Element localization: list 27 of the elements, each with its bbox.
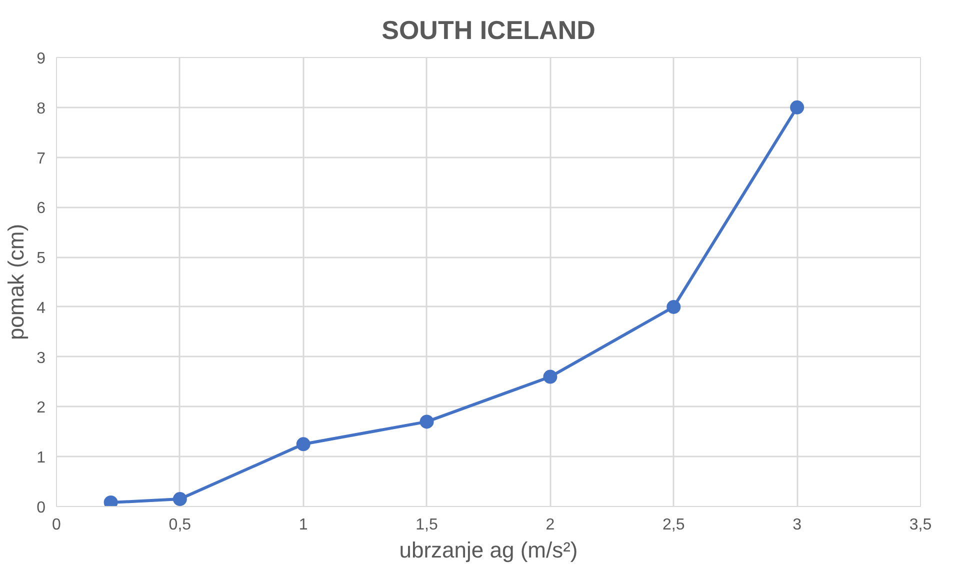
point xyxy=(790,100,804,114)
y-tick-label: 8 xyxy=(36,100,46,118)
y-tick-label: 6 xyxy=(36,200,46,218)
y-tick-label: 9 xyxy=(36,50,46,68)
y-tick-label: 1 xyxy=(36,450,46,467)
point xyxy=(296,437,310,452)
y-tick-label: 7 xyxy=(36,150,46,168)
x-tick-label: 2 xyxy=(546,516,555,534)
x-tick-label: 0 xyxy=(52,516,62,534)
point xyxy=(420,414,434,429)
x-tick-label: 1 xyxy=(298,516,308,534)
x-tick-label: 3,5 xyxy=(909,516,932,534)
x-tick-label: 2,5 xyxy=(662,516,685,534)
x-axis-title: ubrzanje ag (m/s²) xyxy=(399,538,578,562)
point xyxy=(172,492,187,506)
y-tick-label: 4 xyxy=(36,300,46,317)
y-tick-label: 2 xyxy=(36,400,46,417)
y-tick-label: 3 xyxy=(36,350,46,367)
y-axis-title: pomak (cm) xyxy=(4,224,29,340)
point xyxy=(666,300,681,314)
x-tick-label: 3 xyxy=(792,516,802,534)
y-tick-label: 0 xyxy=(36,500,46,516)
chart-title: SOUTH ICELAND xyxy=(382,15,596,45)
x-tick-label: 0,5 xyxy=(168,516,192,534)
x-tick-label: 1,5 xyxy=(416,516,438,534)
point xyxy=(543,370,558,384)
y-tick-label: 5 xyxy=(36,250,46,268)
